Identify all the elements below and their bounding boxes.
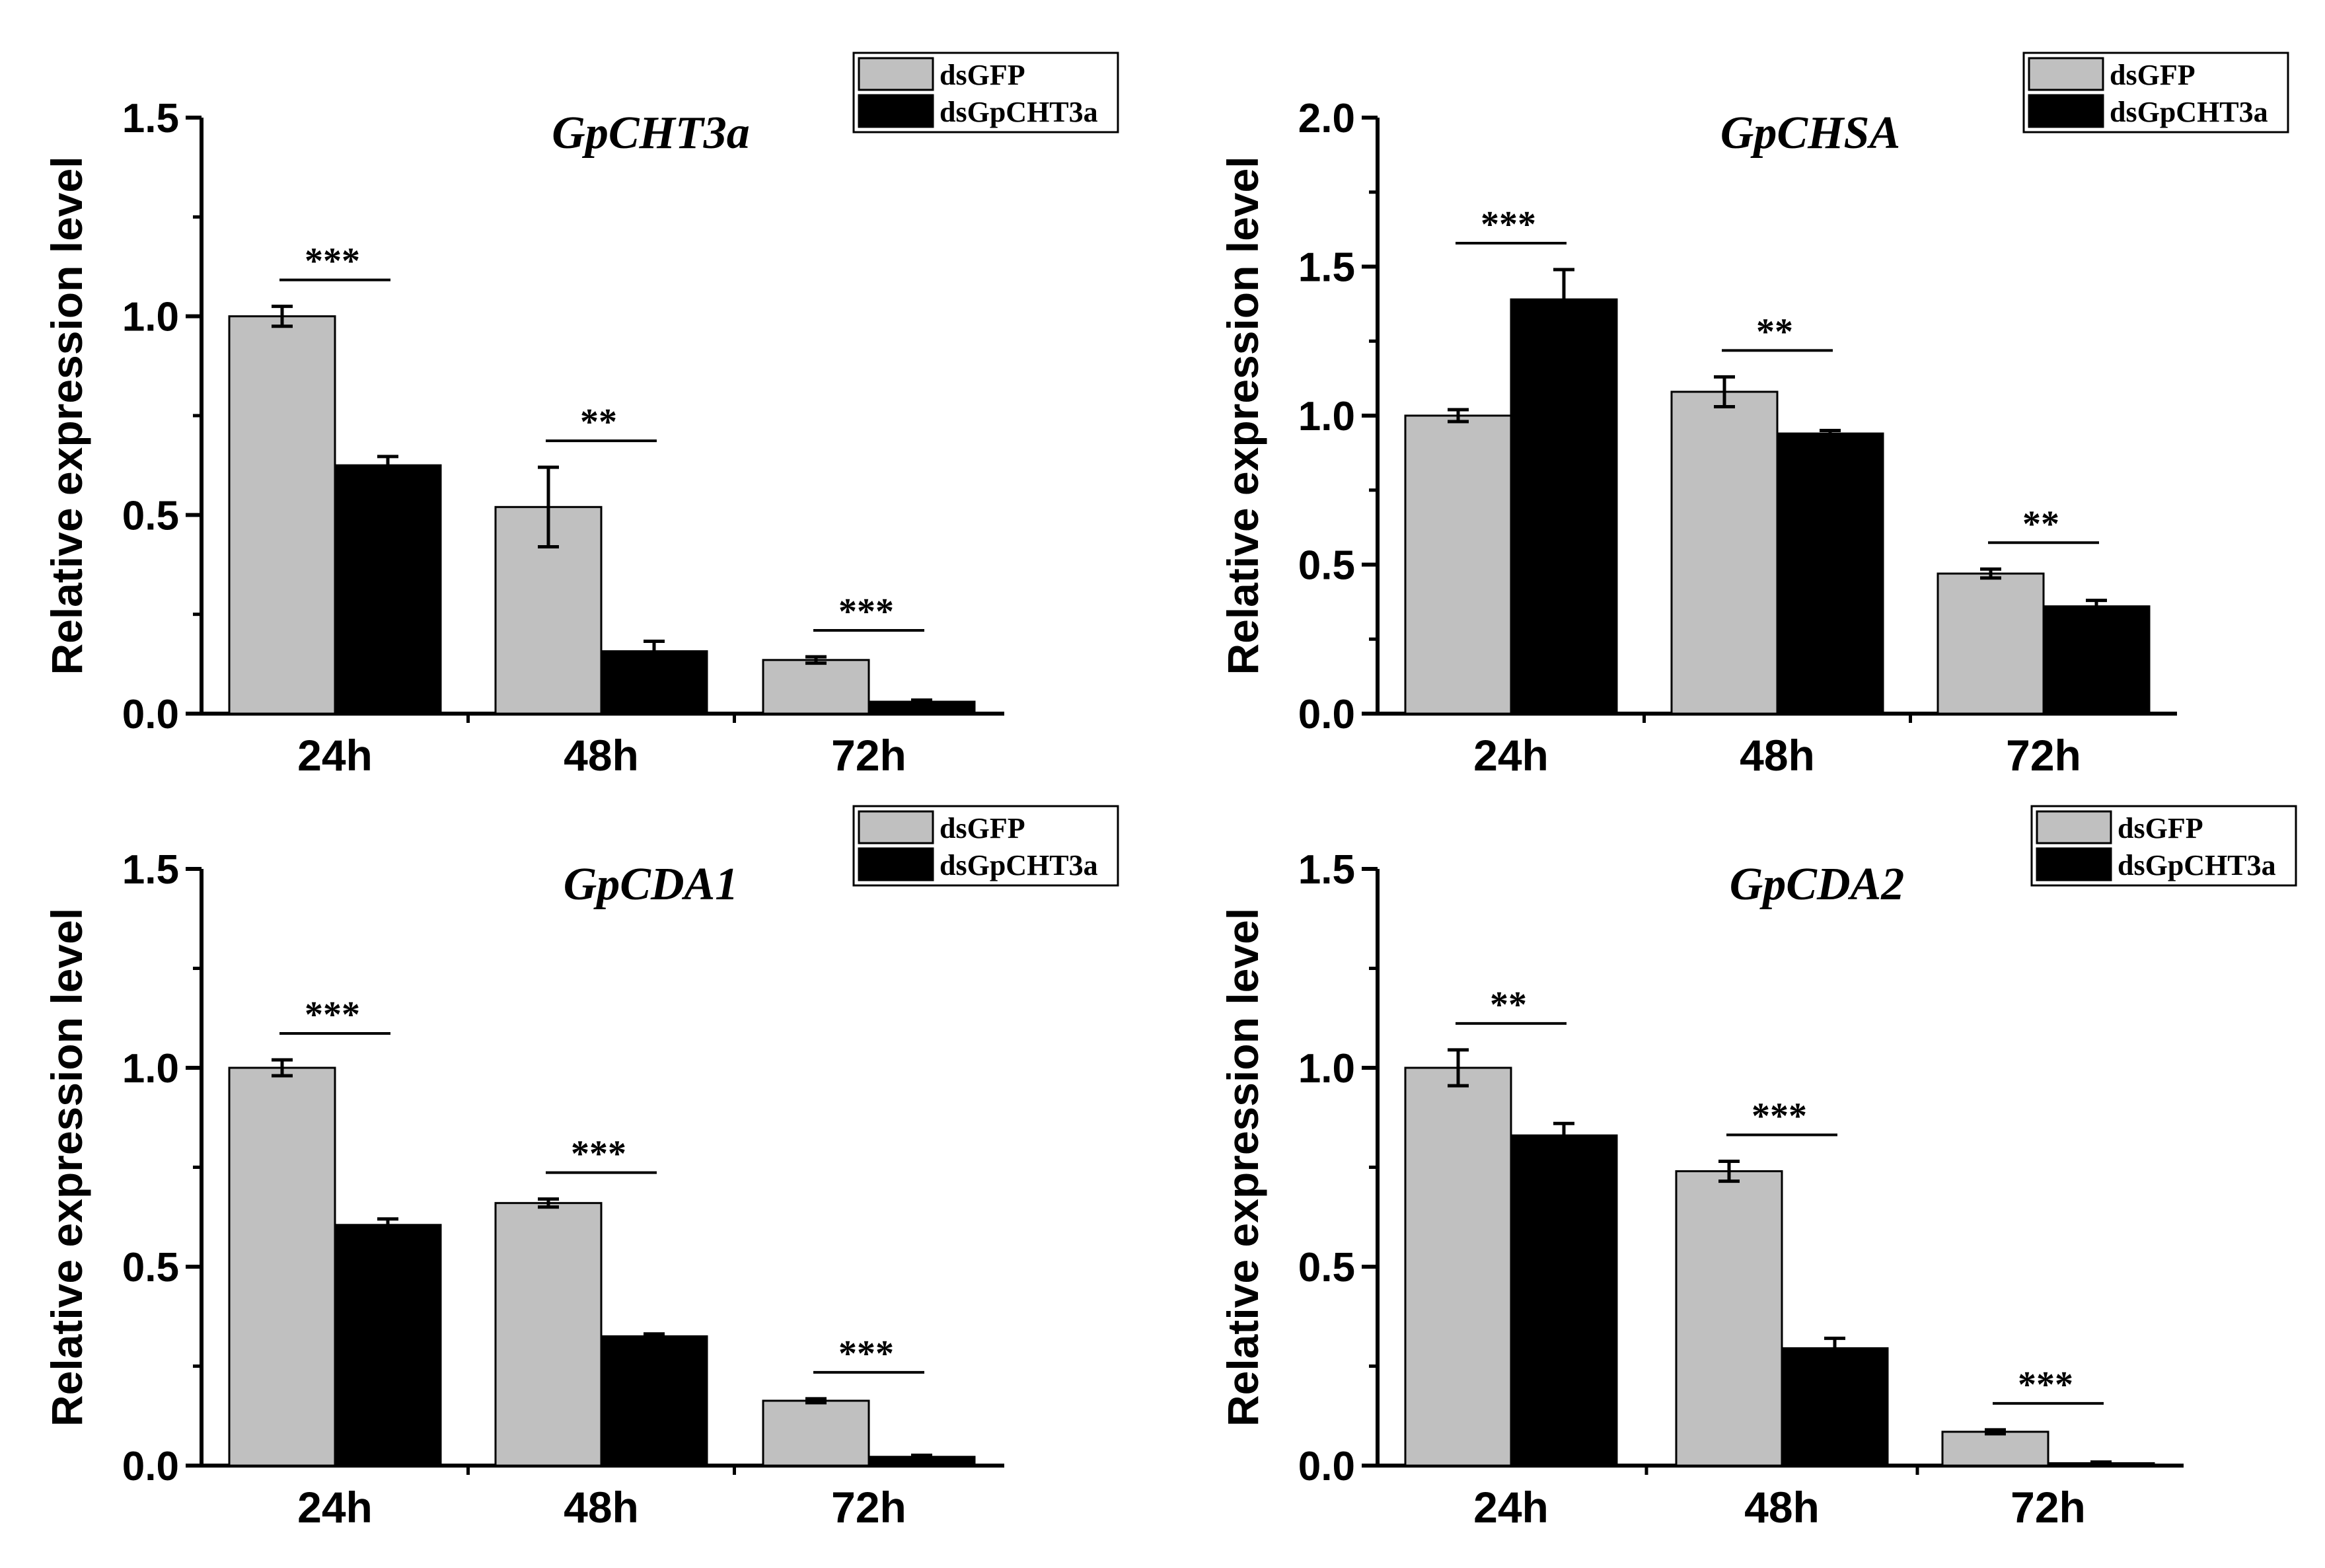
bar-dsgpcht3a-24h — [334, 1224, 442, 1467]
significance-label: *** — [2018, 1364, 2073, 1405]
legend: dsGFP dsGpCHT3a — [852, 52, 1119, 133]
x-tick-label-72h: 72h — [2011, 1483, 2086, 1532]
bar-dsgpcht3a-24h — [1510, 1134, 1618, 1467]
legend-swatch-dsgpcht3a — [2028, 94, 2104, 128]
bar-dsgfp-24h — [228, 1066, 336, 1467]
bar-dsgpcht3a-48h — [1781, 1347, 1889, 1467]
legend-label-dsgfp: dsGFP — [940, 812, 1025, 844]
y-tick-label: 0.0 — [1298, 1444, 1355, 1489]
y-axis-label: Relative expression level — [1218, 908, 1267, 1427]
legend-swatch-dsgpcht3a — [2036, 847, 2112, 881]
legend-label-dsgfp: dsGFP — [940, 59, 1025, 91]
significance-label: ** — [1490, 985, 1527, 1026]
bar-dsgfp-48h — [1670, 391, 1779, 715]
bar-dsgpcht3a-48h — [600, 1335, 708, 1467]
significance-label: *** — [838, 1333, 894, 1374]
chart-panel-gpcda2: GpCDA2 Relative expression level 0.0 0.5 1.0… — [1218, 805, 2297, 1532]
legend-label-dsgpcht3a: dsGpCHT3a — [940, 96, 1098, 128]
bar-dsgpcht3a-48h — [1776, 432, 1884, 715]
y-tick-label: 1.5 — [122, 96, 179, 141]
significance-label: *** — [305, 994, 360, 1035]
significance-label: ** — [580, 402, 617, 443]
bar-dsgfp-72h — [1937, 572, 2045, 715]
legend-swatch-dsgfp — [2028, 57, 2104, 91]
bar-dsgfp-24h — [228, 315, 336, 715]
bar-dsgfp-72h — [762, 1400, 870, 1467]
chart-title: GpCHT3a — [552, 108, 749, 159]
bar-dsgpcht3a-72h — [2042, 605, 2151, 715]
bar-dsgfp-24h — [1404, 1066, 1512, 1467]
x-tick-label-24h: 24h — [1473, 1483, 1549, 1532]
y-axis-label: Relative expression level — [42, 908, 91, 1427]
legend: dsGFP dsGpCHT3a — [2030, 805, 2297, 887]
bar-dsgfp-48h — [494, 505, 603, 715]
x-tick-label-24h: 24h — [297, 1483, 373, 1532]
y-tick-label: 1.0 — [1298, 1046, 1355, 1092]
chart-panel-gpcda1: GpCDA1 Relative expression level 0.0 0.5 1.0… — [42, 805, 1119, 1532]
y-tick-label: 1.5 — [1298, 245, 1355, 291]
chart-title: GpCDA2 — [1730, 859, 1904, 910]
x-tick-label-72h: 72h — [2006, 731, 2081, 780]
x-tick-label-48h: 48h — [1744, 1483, 1820, 1532]
y-tick-label: 1.0 — [122, 1046, 179, 1092]
legend-swatch-dsgfp — [858, 57, 934, 91]
y-axis-label: Relative expression level — [42, 156, 91, 675]
bar-dsgpcht3a-24h — [334, 464, 442, 715]
significance-label: ** — [1756, 311, 1793, 352]
chart-title: GpCDA1 — [564, 859, 738, 910]
legend-swatch-dsgpcht3a — [858, 847, 934, 881]
x-tick-label-48h: 48h — [564, 1483, 639, 1532]
x-tick-label-72h: 72h — [831, 1483, 906, 1532]
y-tick-label: 1.5 — [1298, 847, 1355, 893]
y-tick-label: 2.0 — [1298, 96, 1355, 141]
y-tick-label: 1.5 — [122, 847, 179, 893]
bar-dsgfp-48h — [1675, 1170, 1783, 1467]
legend-label-dsgfp: dsGFP — [2118, 812, 2203, 844]
y-tick-label: 0.0 — [1298, 692, 1355, 737]
legend: dsGFP dsGpCHT3a — [2022, 52, 2289, 133]
chart-title: GpCHSA — [1720, 108, 1900, 159]
x-tick-label-72h: 72h — [831, 731, 906, 780]
legend-label-dsgpcht3a: dsGpCHT3a — [2110, 96, 2268, 128]
bar-dsgfp-72h — [1941, 1431, 2049, 1467]
y-tick-label: 0.5 — [1298, 543, 1355, 589]
significance-label: *** — [1481, 204, 1536, 245]
significance-label: *** — [838, 591, 894, 632]
y-tick-label: 0.5 — [122, 1245, 179, 1290]
x-tick-label-24h: 24h — [1473, 731, 1549, 780]
significance-label: *** — [1752, 1096, 1807, 1137]
chart-panel-gpcht3a: GpCHT3a Relative expression level 0.0 0.5 1.… — [42, 52, 1119, 780]
significance-label: *** — [571, 1134, 626, 1175]
significance-label: *** — [305, 241, 360, 282]
legend: dsGFP dsGpCHT3a — [852, 805, 1119, 887]
chart-panel-gpchsa: GpCHSA Relative expression level 0.0 0.5 1.0… — [1218, 52, 2289, 780]
y-tick-label: 0.0 — [122, 1444, 179, 1489]
bar-dsgfp-72h — [762, 659, 870, 715]
legend-swatch-dsgfp — [2036, 810, 2112, 844]
x-tick-label-48h: 48h — [1740, 731, 1815, 780]
legend-label-dsgpcht3a: dsGpCHT3a — [940, 849, 1098, 881]
y-tick-label: 0.5 — [1298, 1245, 1355, 1290]
bar-dsgfp-48h — [494, 1202, 603, 1467]
y-tick-label: 1.0 — [1298, 394, 1355, 439]
legend-swatch-dsgfp — [858, 810, 934, 844]
y-tick-label: 0.0 — [122, 692, 179, 737]
bar-dsgfp-24h — [1404, 414, 1512, 715]
significance-label: ** — [2022, 504, 2059, 544]
y-tick-label: 0.5 — [122, 493, 179, 539]
y-axis-label: Relative expression level — [1218, 156, 1267, 675]
x-tick-label-24h: 24h — [297, 731, 373, 780]
bar-dsgpcht3a-24h — [1510, 298, 1618, 715]
legend-label-dsgpcht3a: dsGpCHT3a — [2118, 849, 2276, 881]
x-tick-label-48h: 48h — [564, 731, 639, 780]
y-tick-label: 1.0 — [122, 295, 179, 340]
legend-label-dsgfp: dsGFP — [2110, 59, 2196, 91]
legend-swatch-dsgpcht3a — [858, 94, 934, 128]
